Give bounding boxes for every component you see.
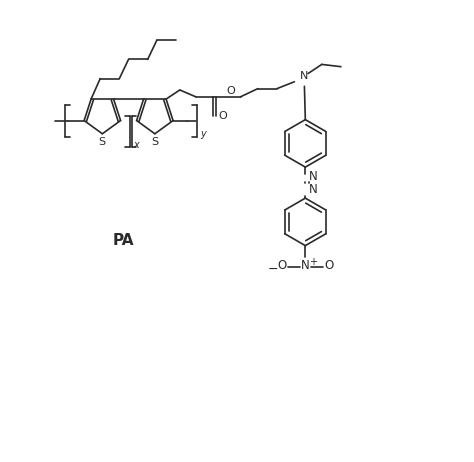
Text: O: O: [218, 111, 227, 121]
Text: S: S: [151, 137, 158, 147]
Text: −: −: [268, 263, 279, 276]
Text: N: N: [300, 71, 309, 81]
Text: S: S: [98, 137, 105, 147]
Text: PA: PA: [112, 233, 134, 248]
Text: N: N: [309, 182, 318, 195]
Text: O: O: [324, 259, 334, 272]
Text: O: O: [277, 259, 286, 272]
Text: N: N: [309, 170, 318, 183]
Text: x: x: [133, 140, 139, 150]
Text: N: N: [301, 259, 310, 272]
Text: y: y: [201, 129, 206, 139]
Text: +: +: [309, 256, 317, 267]
Text: O: O: [226, 86, 235, 97]
